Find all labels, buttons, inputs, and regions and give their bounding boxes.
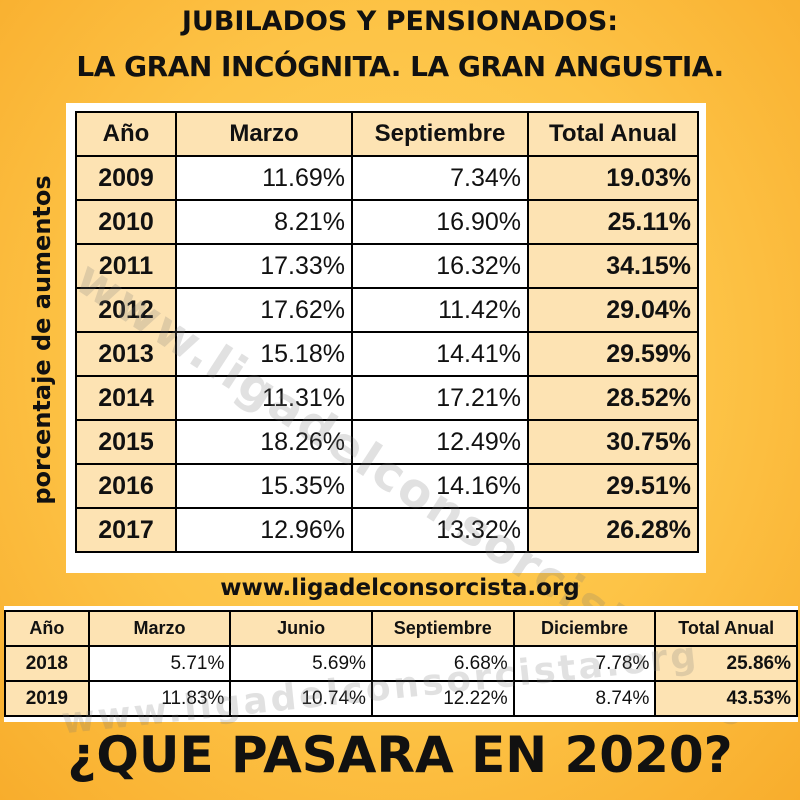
total-cell: 29.51% [527, 463, 699, 509]
table-row: 2011 17.33% 16.32% 34.15% [75, 243, 699, 289]
second-table: Año Marzo Junio Septiembre Diciembre Tot… [4, 610, 798, 717]
march-cell: 15.18% [175, 331, 353, 377]
second-table-header-row: Año Marzo Junio Septiembre Diciembre Tot… [4, 610, 798, 647]
june-cell: 10.74% [229, 680, 373, 717]
total-cell: 30.75% [527, 419, 699, 465]
website-url: www.ligadelconsorcista.org [220, 575, 580, 601]
year-cell: 2016 [75, 463, 177, 509]
table-row: 2009 11.69% 7.34% 19.03% [75, 155, 699, 201]
main-table: Año Marzo Septiembre Total Anual 2009 11… [75, 111, 699, 553]
march-cell: 11.83% [87, 680, 232, 717]
year-cell: 2015 [75, 419, 177, 465]
second-table-panel: Año Marzo Junio Septiembre Diciembre Tot… [4, 606, 798, 722]
table-row: 2014 11.31% 17.21% 28.52% [75, 375, 699, 421]
year-cell: 2018 [4, 645, 90, 682]
march-cell: 17.33% [175, 243, 353, 289]
september-cell: 11.42% [351, 287, 529, 333]
table-row: 2019 11.83% 10.74% 12.22% 8.74% 43.53% [4, 680, 798, 717]
june-cell: 5.69% [229, 645, 373, 682]
total-cell: 29.59% [527, 331, 699, 377]
table-row: 2017 12.96% 13.32% 26.28% [75, 507, 699, 553]
march-cell: 18.26% [175, 419, 353, 465]
march-cell: 11.69% [175, 155, 353, 201]
september-cell: 16.90% [351, 199, 529, 245]
march-cell: 12.96% [175, 507, 353, 553]
header-march: Marzo [87, 610, 232, 647]
header-june: Junio [229, 610, 373, 647]
year-cell: 2009 [75, 155, 177, 201]
march-cell: 8.21% [175, 199, 353, 245]
september-cell: 7.34% [351, 155, 529, 201]
september-cell: 12.22% [370, 680, 515, 717]
year-cell: 2017 [75, 507, 177, 553]
header-annual-total: Total Anual [654, 610, 798, 647]
total-cell: 26.28% [527, 507, 699, 553]
march-cell: 11.31% [175, 375, 353, 421]
header-march: Marzo [175, 111, 353, 157]
december-cell: 8.74% [512, 680, 657, 717]
september-cell: 17.21% [351, 375, 529, 421]
september-cell: 12.49% [351, 419, 529, 465]
title-line-1: JUBILADOS Y PENSIONADOS: [181, 6, 619, 37]
september-cell: 16.32% [351, 243, 529, 289]
main-table-panel: Año Marzo Septiembre Total Anual 2009 11… [66, 103, 706, 573]
header-september: Septiembre [370, 610, 515, 647]
march-cell: 17.62% [175, 287, 353, 333]
year-cell: 2013 [75, 331, 177, 377]
december-cell: 7.78% [512, 645, 657, 682]
total-cell: 43.53% [654, 680, 798, 717]
table-row: 2012 17.62% 11.42% 29.04% [75, 287, 699, 333]
september-cell: 14.41% [351, 331, 529, 377]
september-cell: 13.32% [351, 507, 529, 553]
table-row: 2016 15.35% 14.16% 29.51% [75, 463, 699, 509]
march-cell: 5.71% [87, 645, 232, 682]
side-label-container: porcentaje de aumentos [22, 150, 62, 530]
table-row: 2015 18.26% 12.49% 30.75% [75, 419, 699, 465]
september-cell: 6.68% [370, 645, 515, 682]
total-cell: 34.15% [527, 243, 699, 289]
header-september: Septiembre [351, 111, 529, 157]
year-cell: 2010 [75, 199, 177, 245]
header-year: Año [4, 610, 90, 647]
year-cell: 2012 [75, 287, 177, 333]
table-row: 2018 5.71% 5.69% 6.68% 7.78% 25.86% [4, 645, 798, 682]
total-cell: 25.86% [654, 645, 798, 682]
september-cell: 14.16% [351, 463, 529, 509]
side-label: porcentaje de aumentos [28, 175, 56, 505]
closing-question: ¿QUE PASARA EN 2020? [67, 726, 733, 784]
total-cell: 28.52% [527, 375, 699, 421]
year-cell: 2019 [4, 680, 90, 717]
table-row: 2010 8.21% 16.90% 25.11% [75, 199, 699, 245]
total-cell: 25.11% [527, 199, 699, 245]
header-december: Diciembre [512, 610, 657, 647]
total-cell: 19.03% [527, 155, 699, 201]
header-annual-total: Total Anual [527, 111, 699, 157]
march-cell: 15.35% [175, 463, 353, 509]
header-year: Año [75, 111, 177, 157]
total-cell: 29.04% [527, 287, 699, 333]
year-cell: 2011 [75, 243, 177, 289]
table-row: 2013 15.18% 14.41% 29.59% [75, 331, 699, 377]
year-cell: 2014 [75, 375, 177, 421]
title-line-2: LA GRAN INCÓGNITA. LA GRAN ANGUSTIA. [76, 50, 724, 83]
main-table-header-row: Año Marzo Septiembre Total Anual [75, 111, 699, 157]
